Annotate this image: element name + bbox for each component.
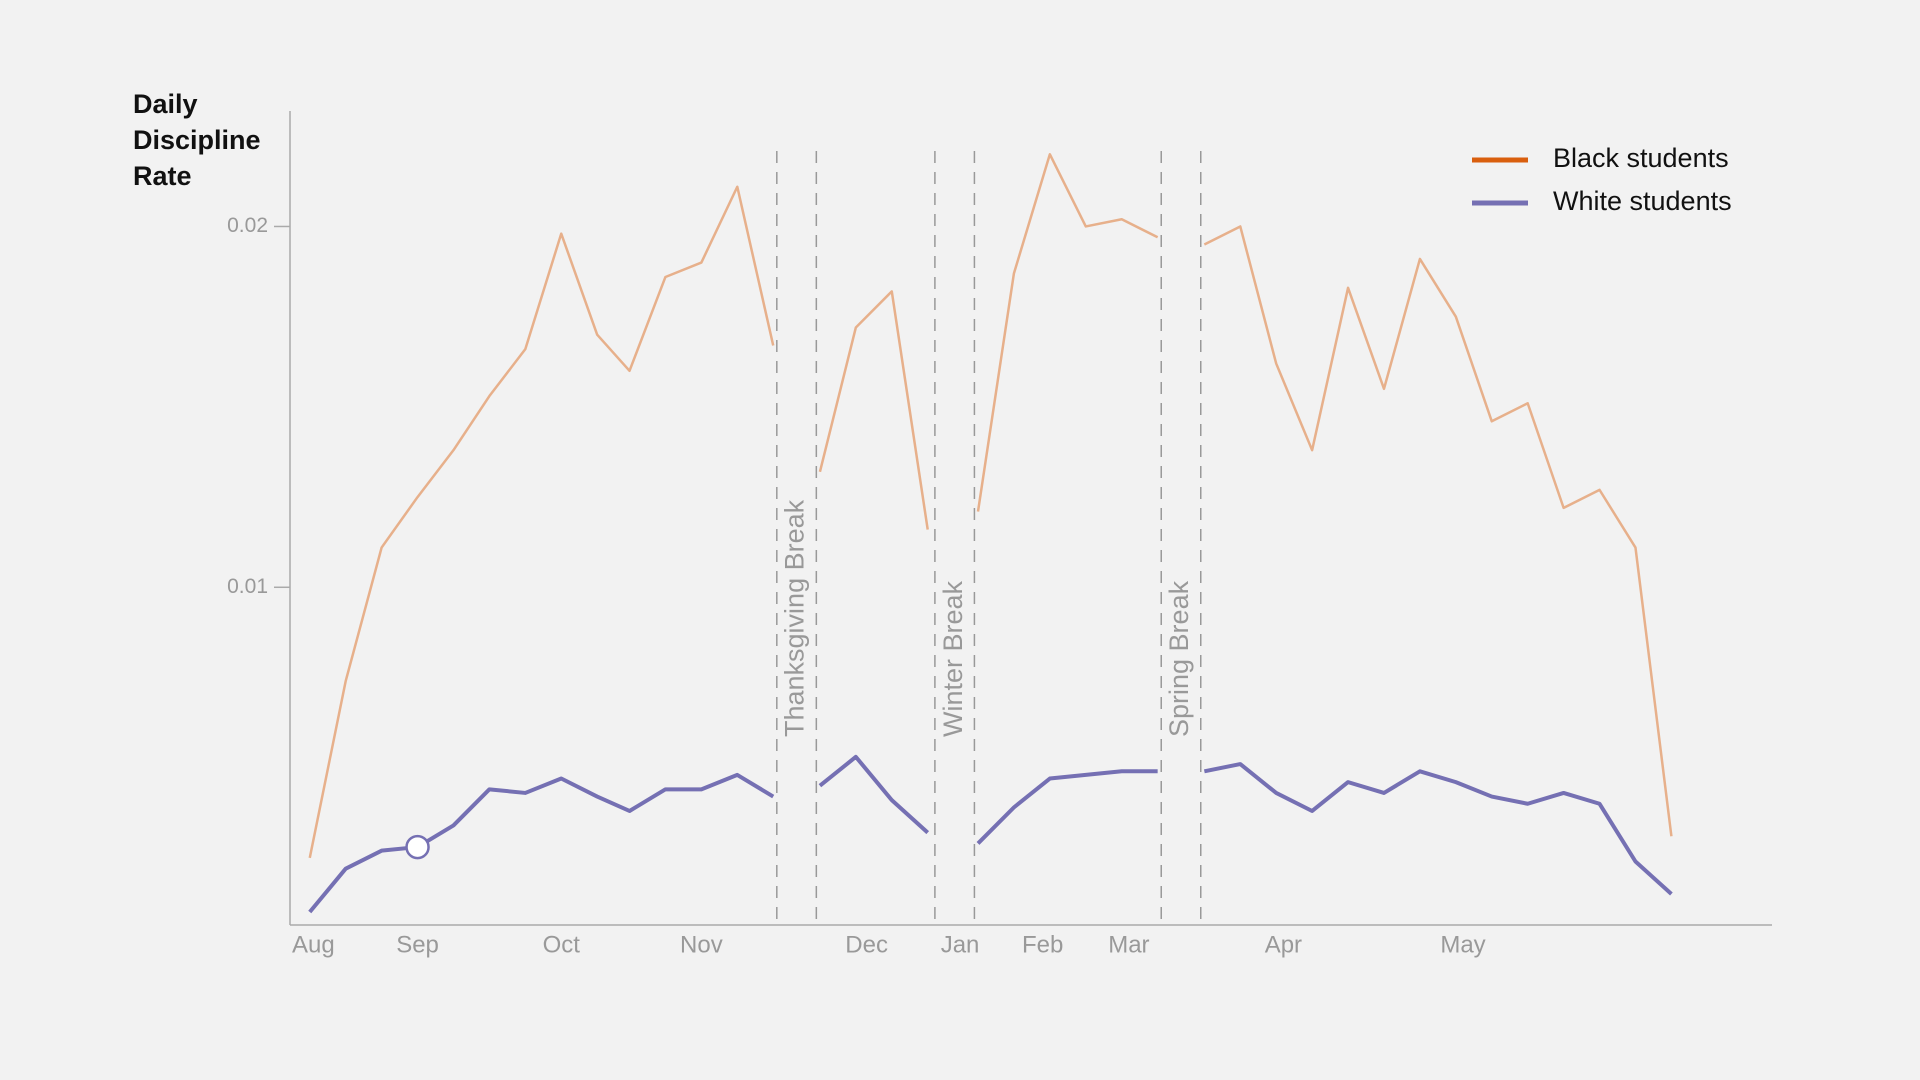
x-tick-label: Jan [941,931,980,958]
break-label: Thanksgiving Break [780,499,810,737]
break-label: Spring Break [1164,580,1194,737]
series-line [308,153,1673,859]
x-tick-label: Aug [292,931,335,958]
legend-label: Black students [1553,143,1729,173]
x-tick-label: Sep [396,931,439,958]
x-tick-label: May [1440,931,1485,958]
x-tick-label: Mar [1108,931,1149,958]
break-label: Winter Break [938,580,968,737]
x-tick-label: Nov [680,931,723,958]
x-tick-label: Feb [1022,931,1063,958]
chart-title: Daily Discipline Rate [133,89,261,191]
series-line [308,754,1673,914]
hover-point [405,834,430,860]
x-tick-label: Apr [1265,931,1302,958]
x-tick-label: Dec [845,931,888,958]
y-tick-label: 0.01 [227,575,268,598]
x-tick-label: Oct [543,931,581,958]
y-tick-label: 0.02 [227,214,268,237]
legend-label: White students [1553,186,1732,216]
